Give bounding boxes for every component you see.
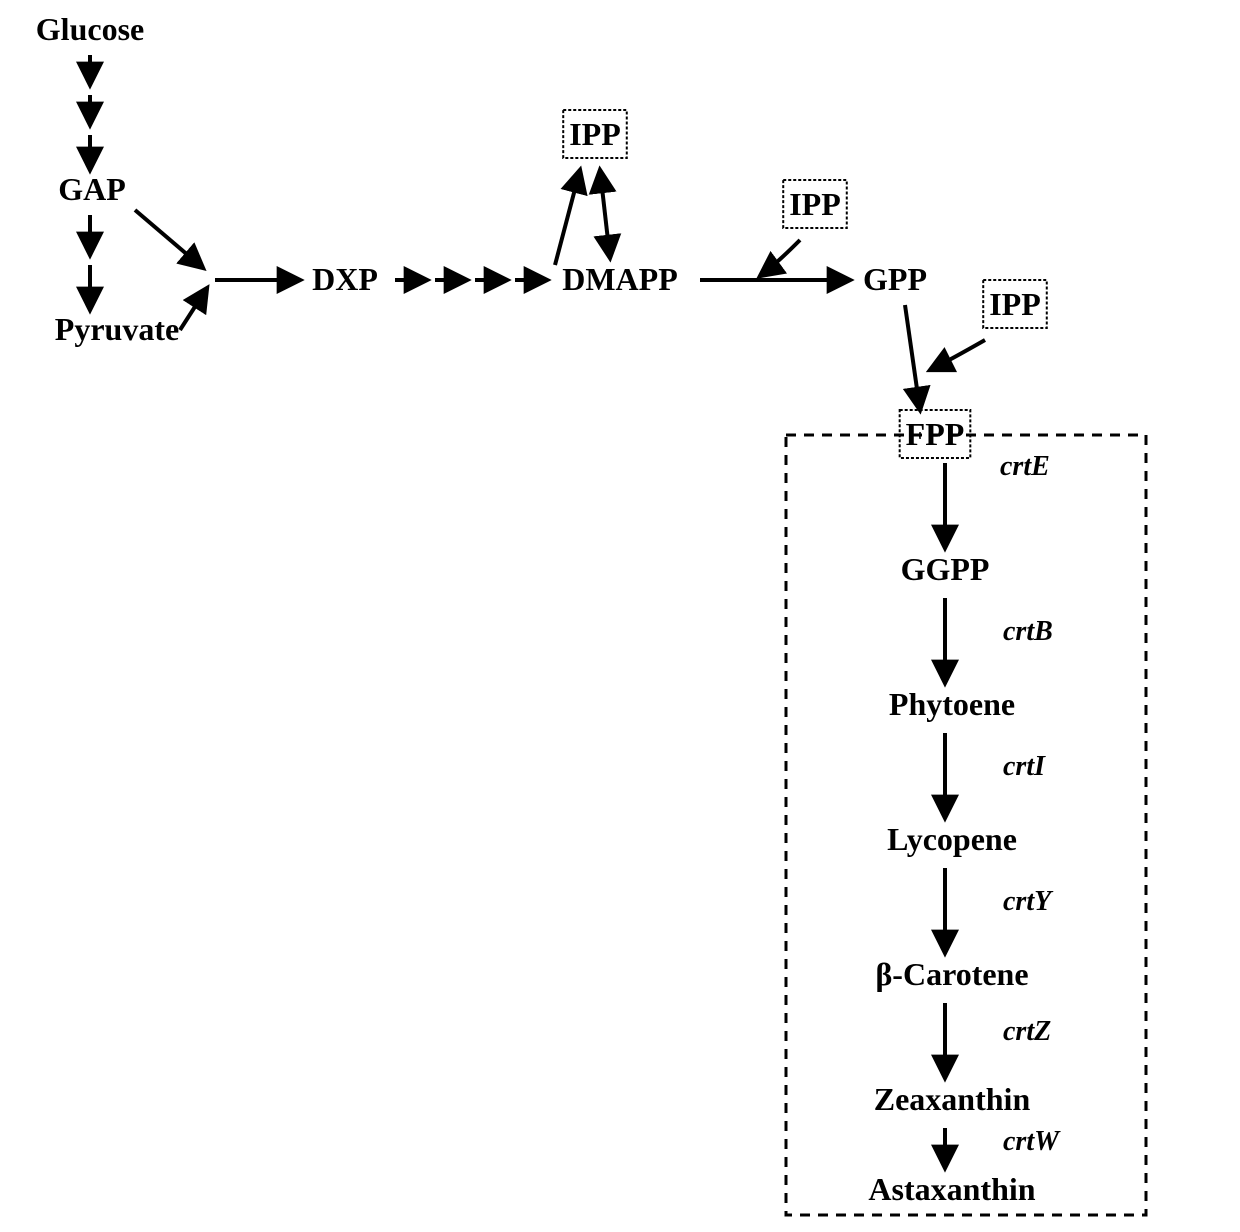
- arrow-dmapp-to-ipp: [555, 170, 580, 265]
- node-ggpp: GGPP: [901, 551, 990, 587]
- gene-label-crtI: crtI: [1003, 751, 1046, 782]
- node-pyruvate: Pyruvate: [55, 311, 179, 347]
- pathway-diagram: Glucose GAP Pyruvate DXP IPP DMAPP IPP GPP IPP FP…: [0, 0, 1240, 1227]
- arrow-pyr-to-merge: [180, 288, 207, 330]
- node-fpp: FPP: [906, 416, 965, 452]
- arrow-ipp-into-gpp: [760, 240, 800, 276]
- gene-label-crtY: crtY: [1003, 886, 1054, 917]
- gene-label-crtW: crtW: [1003, 1126, 1061, 1157]
- arrow-gpp-fpp: [905, 305, 920, 410]
- node-gpp: GPP: [863, 261, 927, 297]
- arrow-ipp-into-fpp: [930, 340, 985, 370]
- gene-label-crtB: crtB: [1003, 616, 1053, 647]
- node-bcarotene: β-Carotene: [875, 956, 1028, 992]
- node-ipp_mid: IPP: [789, 186, 841, 222]
- node-gap: GAP: [58, 171, 126, 207]
- node-zeaxanthin: Zeaxanthin: [874, 1081, 1031, 1117]
- node-phytoene: Phytoene: [889, 686, 1015, 722]
- node-ipp_right: IPP: [989, 286, 1041, 322]
- arrow-gap-to-merge: [135, 210, 203, 268]
- gene-label-crtE: crtE: [1000, 451, 1050, 482]
- node-lycopene: Lycopene: [887, 821, 1017, 857]
- node-ipp_top: IPP: [569, 116, 621, 152]
- node-dxp: DXP: [312, 261, 378, 297]
- node-astaxanthin: Astaxanthin: [868, 1171, 1035, 1207]
- node-glucose: Glucose: [36, 11, 144, 47]
- gene-label-crtZ: crtZ: [1003, 1016, 1051, 1047]
- arrow-ipp-dmapp-a: [600, 170, 610, 258]
- node-dmapp: DMAPP: [562, 261, 678, 297]
